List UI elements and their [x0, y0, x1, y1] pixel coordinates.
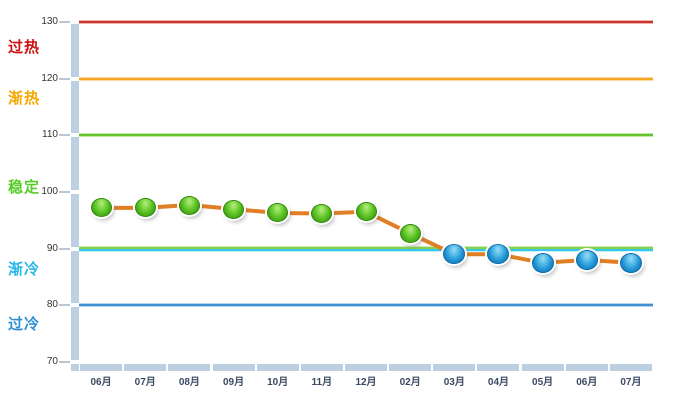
y-tick-mark [59, 134, 70, 137]
data-point-02月[interactable] [399, 223, 421, 243]
x-axis-bar-segment [256, 364, 299, 371]
x-axis-bar-segment [389, 364, 432, 371]
x-axis-bar-segment [80, 364, 123, 371]
x-tick-label: 10月 [267, 377, 289, 388]
data-point-06月[interactable] [575, 250, 598, 270]
zone-label-3: 渐冷 [8, 260, 41, 278]
y-tick-label: 90 [46, 242, 58, 254]
x-axis-bar-segment [609, 364, 652, 371]
x-tick-label: 07月 [134, 377, 156, 388]
x-tick-label: 08月 [178, 377, 200, 388]
series-line [99, 203, 633, 265]
y-tick-mark [59, 21, 70, 23]
x-tick-label: 07月 [620, 377, 642, 388]
x-tick-label: 03月 [443, 377, 465, 388]
x-axis-bar-segment [300, 364, 343, 371]
x-tick-label: 06月 [576, 377, 598, 388]
y-tick-mark [59, 77, 70, 80]
x-axis-bar-segment [124, 364, 167, 371]
data-point-10月[interactable] [267, 203, 289, 223]
x-axis-bar-segment [477, 364, 520, 371]
x-tick-label: 02月 [399, 377, 421, 388]
y-tick-mark [59, 191, 70, 193]
y-tick-label: 120 [41, 72, 58, 84]
y-axis-bar-segment [71, 250, 79, 304]
x-axis-bar-segment [565, 364, 608, 371]
y-tick-mark [59, 304, 70, 307]
threshold-line-130 [79, 20, 653, 24]
data-point-07月[interactable] [134, 198, 156, 218]
x-tick-label: 12月 [355, 377, 377, 388]
y-tick-label: 110 [42, 129, 58, 141]
threshold-line-120 [79, 76, 653, 81]
x-axis-bar-segment [433, 364, 476, 371]
zone-label-4: 过冷 [8, 315, 41, 333]
data-point-11月[interactable] [311, 204, 333, 224]
y-axis-bar-segment [71, 24, 79, 77]
threshold-line-80 [79, 303, 653, 308]
axis-corner [71, 364, 79, 371]
x-axis-bar-segment [212, 364, 255, 371]
x-tick-label: 11月 [311, 377, 333, 388]
y-tick-label: 70 [46, 356, 58, 367]
data-point-12月[interactable] [355, 202, 377, 222]
y-axis-bar-segment [71, 80, 79, 134]
y-tick-label: 100 [41, 186, 58, 197]
x-tick-label: 06月 [90, 377, 112, 388]
y-tick-mark [59, 247, 70, 250]
y-tick-mark [59, 361, 70, 363]
data-point-06月[interactable] [90, 198, 112, 218]
data-point-08月[interactable] [178, 195, 200, 215]
data-point-09月[interactable] [223, 199, 245, 219]
zone-label-2: 稳定 [8, 179, 41, 197]
x-axis-bar-segment [168, 364, 211, 371]
y-tick-label: 80 [46, 299, 58, 311]
data-point-07月[interactable] [619, 252, 642, 273]
data-point-03月[interactable] [443, 244, 466, 265]
y-tick-label: 130 [41, 16, 58, 27]
x-axis-bar-segment [345, 364, 387, 371]
data-point-05月[interactable] [531, 252, 554, 273]
y-axis-bar-segment [71, 137, 79, 190]
data-point-04月[interactable] [487, 244, 510, 265]
x-tick-label: 04月 [487, 377, 510, 388]
y-axis-bar-segment [71, 194, 79, 247]
threshold-line-110 [79, 133, 653, 138]
threshold-line-90 [79, 245, 653, 252]
x-axis-bar-segment [521, 364, 564, 371]
zone-label-1: 渐热 [8, 89, 41, 107]
x-tick-label: 05月 [532, 377, 554, 388]
y-axis-bar-segment [71, 307, 79, 360]
x-tick-label: 09月 [222, 377, 245, 388]
zone-label-0: 过热 [8, 38, 41, 56]
